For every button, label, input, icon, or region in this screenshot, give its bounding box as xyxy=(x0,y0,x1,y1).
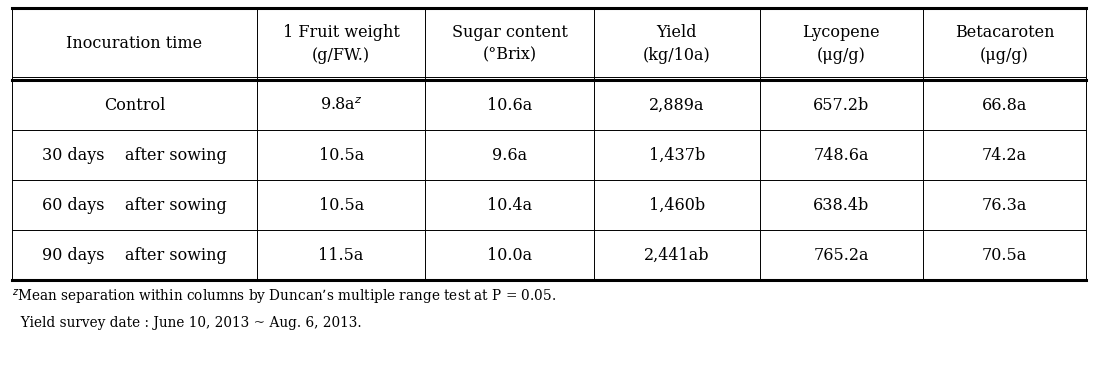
Text: 70.5a: 70.5a xyxy=(981,246,1027,264)
Text: Control: Control xyxy=(104,97,165,113)
Text: 30 days    after sowing: 30 days after sowing xyxy=(42,146,226,164)
Text: Yield survey date : June 10, 2013 ~ Aug. 6, 2013.: Yield survey date : June 10, 2013 ~ Aug.… xyxy=(12,316,362,330)
Text: 2,441ab: 2,441ab xyxy=(644,246,710,264)
Text: 657.2b: 657.2b xyxy=(813,97,870,113)
Text: 638.4b: 638.4b xyxy=(813,197,870,213)
Text: Betacaroten
(μg/g): Betacaroten (μg/g) xyxy=(955,25,1055,64)
Text: Sugar content
(°Brix): Sugar content (°Brix) xyxy=(452,25,568,64)
Text: 66.8a: 66.8a xyxy=(981,97,1027,113)
Text: Yield
(kg/10a): Yield (kg/10a) xyxy=(643,25,711,64)
Text: 748.6a: 748.6a xyxy=(813,146,869,164)
Text: 10.5a: 10.5a xyxy=(318,197,364,213)
Text: 10.4a: 10.4a xyxy=(487,197,533,213)
Text: $^z$Mean separation within columns by Duncan’s multiple range test at P = 0.05.: $^z$Mean separation within columns by Du… xyxy=(12,288,557,307)
Text: 10.5a: 10.5a xyxy=(318,146,364,164)
Text: 765.2a: 765.2a xyxy=(813,246,869,264)
Text: 10.6a: 10.6a xyxy=(487,97,533,113)
Text: 90 days    after sowing: 90 days after sowing xyxy=(42,246,226,264)
Text: 60 days    after sowing: 60 days after sowing xyxy=(42,197,226,213)
Text: 74.2a: 74.2a xyxy=(981,146,1027,164)
Text: 10.0a: 10.0a xyxy=(487,246,533,264)
Text: 2,889a: 2,889a xyxy=(649,97,705,113)
Text: 1 Fruit weight
(g/FW.): 1 Fruit weight (g/FW.) xyxy=(282,25,399,64)
Text: 9.8a$^z$: 9.8a$^z$ xyxy=(319,97,362,113)
Text: Lycopene
(μg/g): Lycopene (μg/g) xyxy=(802,25,880,64)
Text: 1,460b: 1,460b xyxy=(649,197,705,213)
Text: Inocuration time: Inocuration time xyxy=(67,36,202,52)
Text: 76.3a: 76.3a xyxy=(981,197,1027,213)
Text: 11.5a: 11.5a xyxy=(318,246,364,264)
Text: 1,437b: 1,437b xyxy=(649,146,705,164)
Text: 9.6a: 9.6a xyxy=(492,146,527,164)
